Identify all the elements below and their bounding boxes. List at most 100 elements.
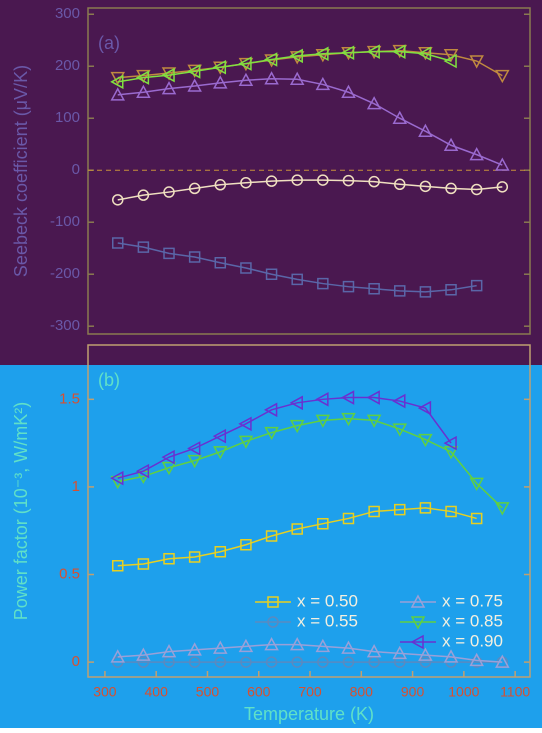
data-point: [443, 53, 457, 69]
data-point: [317, 517, 329, 530]
data-point: [213, 75, 228, 89]
data-point: [213, 446, 228, 460]
panel-label: (a): [98, 33, 120, 53]
data-point: [342, 512, 355, 525]
y-tick-label: 1.5: [59, 390, 80, 407]
data-point: [265, 530, 278, 542]
y-tick-label: 1: [72, 478, 80, 495]
data-point: [188, 551, 201, 563]
data-point: [264, 426, 279, 441]
data-point: [214, 179, 227, 191]
x-tick-label: 1000: [448, 684, 479, 700]
data-point: [289, 395, 303, 411]
data-point: [111, 194, 124, 206]
data-point: [469, 477, 484, 491]
y-axis-label: Power factor (10⁻³, W/mK²): [11, 402, 31, 621]
data-point: [214, 656, 227, 668]
data-point: [394, 178, 406, 191]
data-point: [443, 137, 459, 152]
plot-frame: [87, 344, 531, 678]
data-point: [240, 176, 252, 189]
legend-marker: [267, 596, 279, 608]
x-tick-label: 900: [401, 684, 425, 700]
data-point: [445, 182, 457, 195]
data-point: [240, 538, 252, 551]
data-point: [495, 502, 510, 516]
data-point: [445, 505, 457, 518]
data-point: [214, 545, 227, 558]
data-point: [315, 638, 331, 653]
legend-marker: [410, 616, 426, 630]
data-point: [317, 656, 329, 668]
data-point: [214, 257, 227, 269]
x-tick-label: 700: [298, 684, 322, 700]
data-point: [265, 656, 278, 668]
x-tick-label: 300: [93, 684, 117, 700]
data-point: [445, 284, 457, 296]
data-point: [315, 76, 331, 91]
data-point: [394, 285, 406, 297]
data-point: [317, 174, 329, 186]
series-line: [117, 643, 503, 663]
data-point: [291, 523, 303, 535]
data-point: [161, 81, 177, 95]
data-point: [469, 652, 484, 667]
data-point: [238, 638, 254, 653]
data-point: [110, 71, 126, 86]
data-point: [135, 463, 150, 479]
data-point: [368, 283, 380, 295]
data-point: [470, 279, 483, 292]
data-point: [135, 70, 150, 85]
data-point: [418, 647, 433, 661]
legend-label: x = 0.55: [297, 611, 358, 630]
data-point: [417, 46, 432, 62]
data-point: [342, 656, 355, 668]
data-point: [289, 419, 305, 434]
data-point: [161, 449, 175, 465]
data-point: [240, 656, 252, 668]
data-point: [366, 96, 382, 110]
data-point: [110, 74, 124, 90]
data-point: [366, 414, 382, 428]
data-point: [161, 461, 177, 476]
data-point: [317, 277, 329, 290]
data-point: [342, 174, 355, 187]
data-point: [392, 44, 406, 59]
data-point: [111, 237, 124, 249]
data-point: [368, 505, 380, 518]
x-tick-label: 1100: [500, 684, 530, 700]
data-point: [342, 280, 355, 293]
data-point: [419, 286, 432, 298]
series-line: [117, 507, 477, 567]
data-point: [495, 654, 510, 668]
data-point: [187, 441, 201, 456]
x-axis-label: Temperature (K): [244, 704, 374, 724]
data-point: [238, 416, 252, 432]
data-point: [392, 393, 406, 409]
panel-background: [0, 365, 542, 728]
data-point: [137, 189, 150, 201]
data-point: [418, 433, 433, 448]
data-point: [238, 56, 252, 71]
data-point: [443, 435, 457, 451]
y-tick-label: 200: [55, 57, 80, 74]
legend-label: x = 0.85: [442, 611, 503, 630]
data-point: [495, 157, 510, 171]
y-tick-label: -200: [50, 265, 80, 282]
plot-frame: [87, 7, 531, 335]
data-point: [469, 147, 484, 161]
legend-label: x = 0.50: [297, 591, 358, 610]
x-tick-label: 500: [196, 684, 220, 700]
data-point: [366, 390, 380, 405]
data-point: [366, 44, 380, 59]
data-point: [163, 247, 175, 260]
data-point: [419, 502, 432, 514]
data-point: [187, 78, 202, 92]
data-point: [213, 640, 228, 654]
y-axis-label: Seebeck coefficient (μV/K): [11, 65, 31, 277]
data-point: [417, 400, 432, 416]
data-point: [212, 60, 227, 75]
data-point: [418, 123, 433, 137]
data-point: [161, 644, 177, 658]
data-point: [419, 656, 432, 668]
